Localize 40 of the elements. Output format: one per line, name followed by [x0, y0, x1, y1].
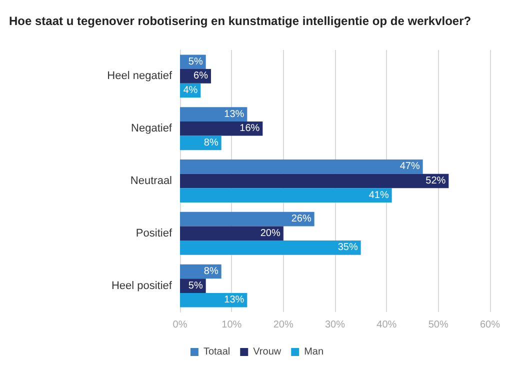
data-label: 5% — [188, 56, 203, 68]
x-tick-label: 30% — [324, 320, 346, 330]
x-tick-label: 10% — [222, 320, 242, 330]
y-tick-label: Neutraal — [130, 175, 172, 187]
data-label: 8% — [204, 266, 218, 277]
bar — [180, 121, 263, 136]
bar — [180, 160, 423, 174]
bar — [180, 174, 449, 188]
data-label: 4% — [183, 85, 198, 96]
data-label: 13% — [224, 108, 244, 120]
data-label: 5% — [188, 280, 203, 292]
x-tick-label: 20% — [273, 320, 294, 330]
data-label: 6% — [194, 70, 208, 82]
legend-label: Vrouw — [253, 346, 282, 358]
bar — [180, 107, 248, 122]
x-tick-label: 50% — [428, 320, 448, 330]
legend-label: Totaal — [203, 346, 230, 358]
data-label: 52% — [426, 176, 446, 186]
data-label: 13% — [224, 294, 244, 306]
bar — [180, 212, 314, 226]
bar — [180, 292, 248, 308]
data-label: 8% — [204, 137, 218, 148]
data-label: 26% — [291, 214, 312, 225]
data-label: 35% — [338, 242, 358, 254]
y-tick-label: Positief — [136, 227, 173, 240]
x-tick-label: 60% — [480, 320, 500, 330]
x-tick-label: 40% — [376, 320, 397, 330]
data-label: 16% — [240, 123, 260, 134]
chart-title: Hoe staat u tegenover robotisering en kunstmatige intelligentie op de werkvloer? — [9, 14, 472, 28]
y-tick-label: Heel positief — [111, 280, 173, 292]
x-tick-label: 0% — [172, 320, 188, 330]
bar — [180, 240, 361, 255]
legend-label: Man — [304, 346, 324, 358]
bar — [180, 188, 392, 202]
bar — [180, 226, 284, 241]
data-label: 47% — [400, 161, 420, 172]
data-label: 41% — [368, 190, 389, 201]
y-tick-label: Heel negatief — [107, 70, 173, 82]
y-tick-label: Negatief — [131, 122, 173, 135]
data-label: 20% — [260, 228, 280, 239]
